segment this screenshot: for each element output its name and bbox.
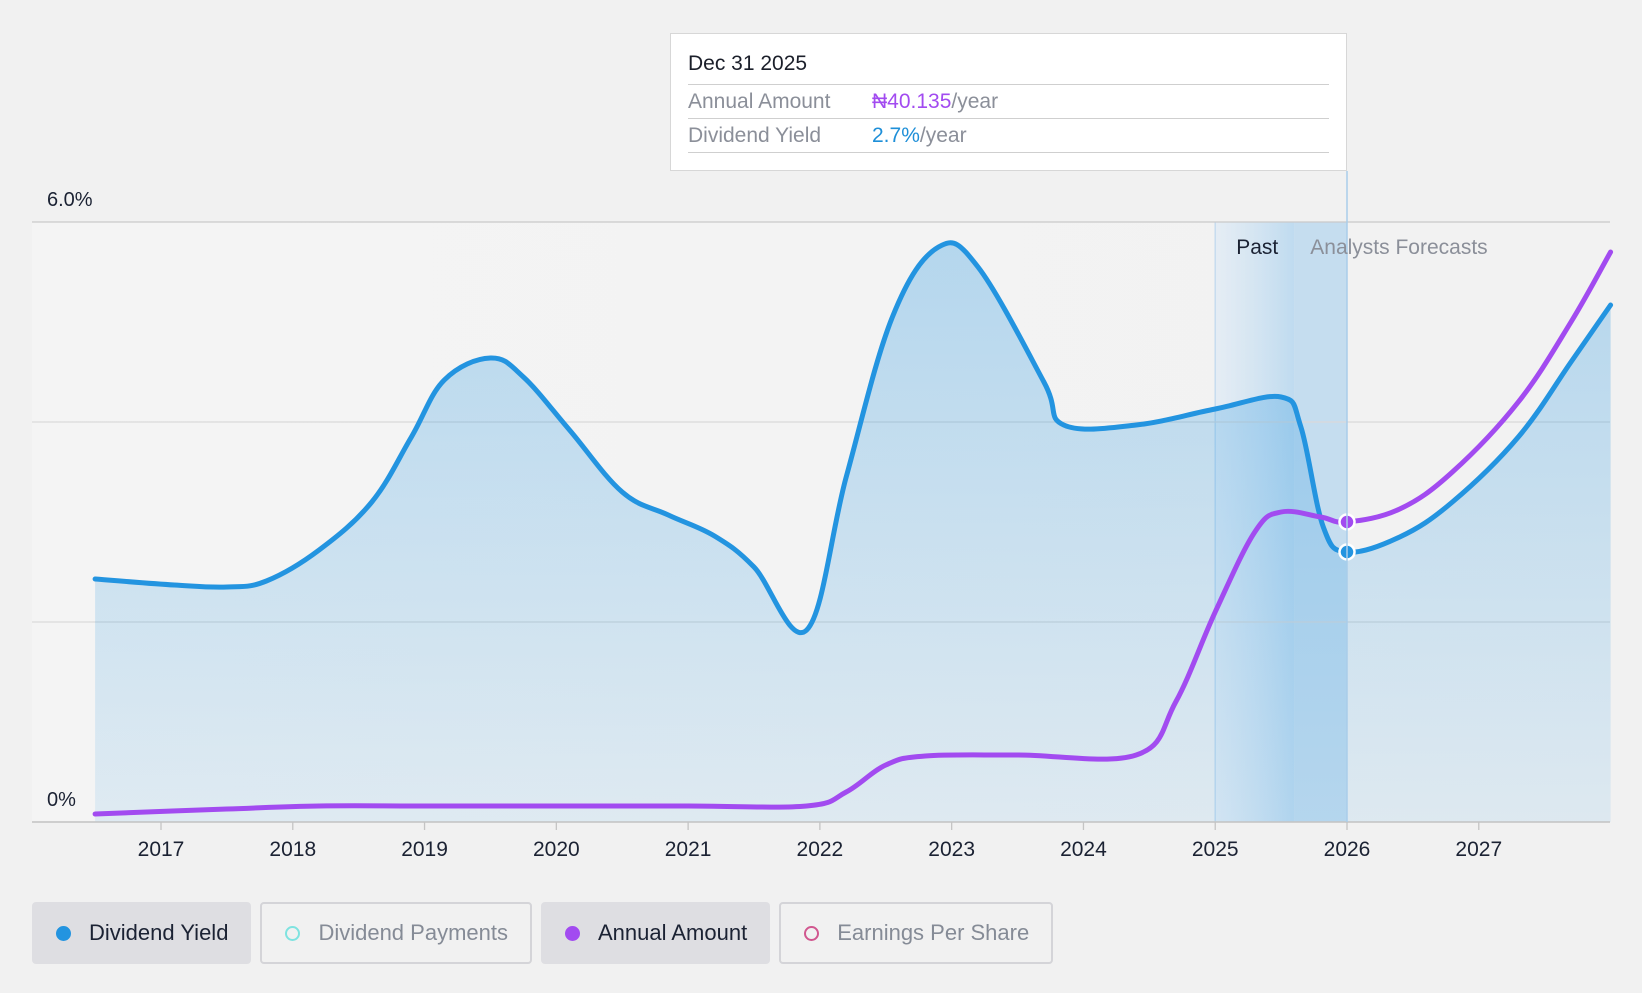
x-axis-tick-label: 2024: [1060, 838, 1107, 861]
x-axis-tick-label: 2019: [401, 838, 448, 861]
x-axis-tick-label: 2018: [269, 838, 316, 861]
dividend-yield-line: [92, 240, 1614, 636]
tooltip-row-annual-amount: Annual Amount ₦40.135 /year: [688, 85, 1329, 119]
y-axis-label-min: 0%: [47, 789, 76, 811]
x-axis-tick-label: 2022: [797, 838, 844, 861]
tooltip-unit: /year: [919, 124, 967, 147]
legend-item-dividend-payments[interactable]: Dividend Payments: [260, 902, 532, 964]
x-axis-tick-label: 2020: [533, 838, 580, 861]
legend-label: Dividend Payments: [318, 920, 508, 945]
tooltip-label: Annual Amount: [688, 90, 831, 113]
tooltip: Dec 31 2025 Annual Amount ₦40.135 /year …: [670, 33, 1347, 171]
x-axis-tick-label: 2023: [928, 838, 975, 861]
legend-item-earnings-per-share[interactable]: Earnings Per Share: [779, 902, 1054, 964]
filled-circle-icon: [564, 925, 580, 941]
legend: Dividend Yield Dividend Payments Annual …: [32, 902, 1054, 964]
hollow-circle-icon: [285, 925, 301, 941]
tooltip-value: ₦40.135: [872, 90, 952, 113]
tooltip-unit: /year: [951, 90, 999, 113]
annual-amount-line: [92, 249, 1614, 817]
legend-label: Earnings Per Share: [837, 920, 1030, 945]
x-axis-tick-label: 2026: [1324, 838, 1371, 861]
past-label: Past: [1236, 236, 1278, 259]
x-axis-tick-label: 2025: [1192, 838, 1239, 861]
tooltip-row-dividend-yield: Dividend Yield 2.7% /year: [688, 119, 1329, 153]
legend-label: Dividend Yield: [89, 920, 229, 945]
tooltip-label: Dividend Yield: [688, 124, 822, 147]
dividend-yield-area: [95, 242, 1611, 822]
hollow-circle-icon: [804, 925, 820, 941]
x-axis-tick-label: 2027: [1455, 838, 1502, 861]
y-axis-label-max: 6.0%: [47, 189, 93, 211]
x-axis-tick-label: 2021: [665, 838, 712, 861]
legend-label: Annual Amount: [597, 920, 748, 945]
tooltip-value: 2.7%: [872, 124, 920, 147]
tooltip-date: Dec 31 2025: [688, 48, 1329, 85]
x-axis-tick-label: 2017: [138, 838, 185, 861]
legend-item-annual-amount[interactable]: Annual Amount: [540, 902, 771, 964]
filled-circle-icon: [56, 925, 71, 941]
legend-item-dividend-yield[interactable]: Dividend Yield: [32, 902, 252, 964]
forecast-label: Analysts Forecasts: [1310, 236, 1487, 259]
